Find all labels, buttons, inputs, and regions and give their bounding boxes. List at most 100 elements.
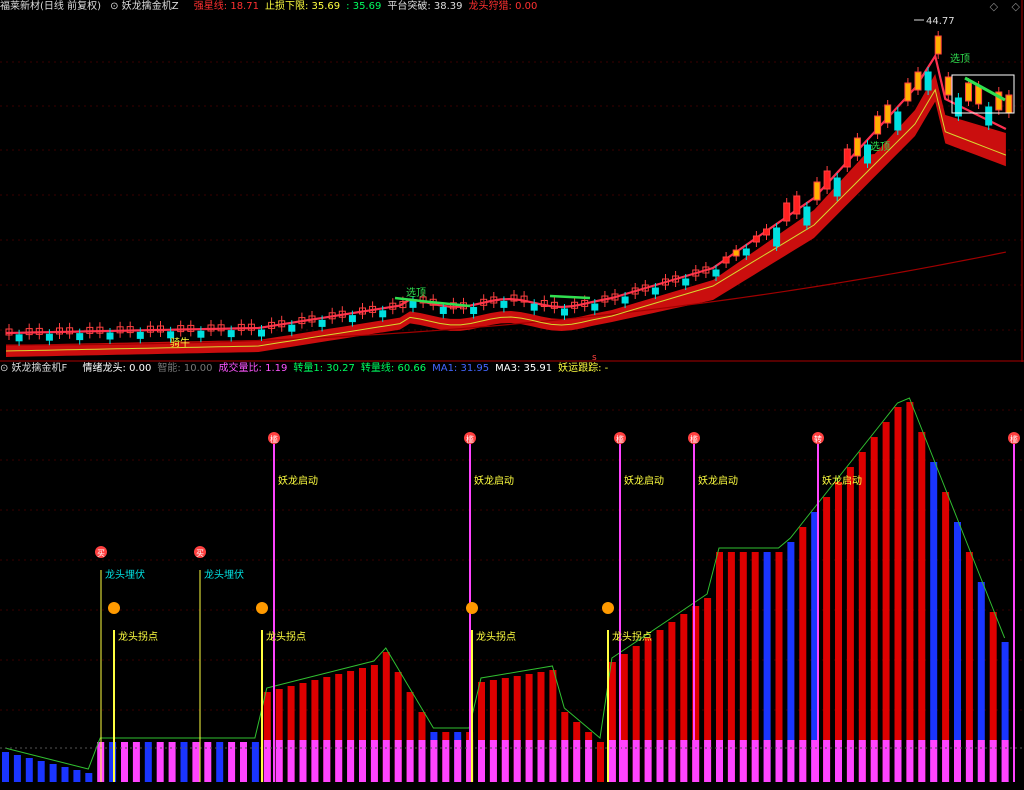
volume-bar-base (454, 740, 462, 782)
volume-bar (311, 680, 319, 782)
candle-body (308, 315, 316, 323)
signal-segment (394, 296, 471, 308)
candle-body (702, 266, 710, 274)
candle-body (934, 35, 942, 55)
volume-bar (704, 598, 712, 782)
candle-body (692, 269, 700, 277)
candle-body (904, 82, 912, 102)
sub-indicator-value-2: 成交量比: 1.19 (218, 363, 288, 374)
candle-body (651, 287, 659, 295)
candle-body (379, 310, 387, 318)
candle-body (66, 327, 74, 335)
volume-bar (549, 670, 557, 782)
volume-bar (347, 671, 355, 782)
candle-body (86, 326, 94, 334)
candle-body (823, 170, 831, 190)
turn-label: 龙头拐点 (118, 630, 158, 643)
volume-bar (299, 683, 307, 782)
bury-badge-text: 买 (196, 549, 204, 558)
sub-indicator-name[interactable]: ⊙ 妖龙擒金机F (0, 363, 68, 374)
volume-bar-base (799, 740, 807, 782)
candle-body (177, 325, 185, 333)
candle-body (763, 228, 770, 236)
candle-body (884, 104, 892, 124)
candle-body (470, 306, 478, 314)
volume-bar (263, 692, 271, 782)
candle-body (874, 115, 882, 135)
volume-bar (799, 527, 807, 782)
volume-bar-base (287, 740, 295, 782)
volume-bar-base (430, 740, 438, 782)
candle-body (399, 301, 407, 309)
turn-label: 龙头拐点 (612, 630, 652, 643)
start-badge-text: 槛 (690, 434, 698, 444)
ride-bull-label: 骑牛 (170, 336, 190, 349)
volume-bar-base (299, 740, 307, 782)
candle-body (76, 333, 84, 341)
panel-toggle-icon-2[interactable]: ◇ (1011, 0, 1020, 13)
volume-bar-base (537, 740, 545, 782)
trend-ribbon (6, 74, 1006, 357)
volume-bar-base (930, 740, 938, 782)
turn-label: 龙头拐点 (476, 630, 516, 643)
candle-body (157, 325, 164, 333)
volume-bar-base (823, 740, 831, 782)
start-badge (614, 432, 626, 444)
volume-bar-base (489, 740, 497, 782)
candle-body (641, 284, 649, 292)
candle-body (389, 302, 397, 310)
indicator-name[interactable]: ⊙ 妖龙擒金机Z (110, 1, 179, 12)
volume-bar (525, 674, 533, 782)
volume-bar (394, 672, 402, 782)
panel-toggle-icon[interactable]: ◇ (989, 0, 999, 13)
candle-body (853, 137, 861, 157)
volume-bar (192, 742, 200, 782)
volume-bar-base (263, 740, 271, 782)
volume-bar (823, 497, 831, 782)
candle-body (540, 299, 548, 307)
candle-body (268, 321, 276, 329)
volume-bar (965, 552, 973, 782)
start-badge-text: 槛 (466, 434, 474, 444)
window-controls: ◇ ◇ (980, 0, 1020, 13)
ma-yellow-line (5, 88, 1007, 352)
volume-bar (121, 742, 128, 782)
candle-body (490, 296, 498, 304)
volume-bar-base (275, 740, 283, 782)
start-label: 妖龙启动 (698, 474, 738, 487)
volume-bar-base (418, 740, 426, 782)
volume-bar (513, 676, 521, 782)
volume-bar (132, 742, 140, 782)
volume-bar (275, 689, 283, 782)
volume-bar-base (585, 740, 593, 782)
volume-bar-base (382, 740, 390, 782)
indicator-value-2: : 35.69 (346, 1, 382, 12)
candle-body (631, 287, 639, 295)
sub-indicator-value-6: MA3: 35.91 (495, 363, 553, 374)
candle-body (15, 334, 23, 342)
volume-bar (478, 682, 485, 782)
volume-bar (370, 665, 378, 782)
bury-label: 龙头埋伏 (204, 568, 244, 581)
candle-body (338, 310, 346, 318)
volume-bar (918, 432, 926, 782)
candle-body (409, 300, 417, 308)
stock-title[interactable]: 福莱新材(日线 前复权) (0, 1, 101, 12)
volume-bar-base (335, 740, 343, 782)
volume-bar (811, 512, 819, 782)
candle-body (520, 295, 528, 303)
volume-bar (537, 672, 545, 782)
volume-bar-base (894, 740, 902, 782)
candle-body (773, 227, 781, 247)
candle-body (298, 317, 306, 325)
sub-indicator-value-7: 妖运跟踪: - (558, 363, 609, 374)
candle-body (914, 71, 922, 91)
candle-body (167, 331, 175, 339)
candle-body (954, 97, 962, 117)
volume-bar-base (644, 740, 652, 782)
volume-bar-base (478, 740, 485, 782)
volume-bar (406, 692, 414, 782)
candle-body (682, 278, 690, 286)
